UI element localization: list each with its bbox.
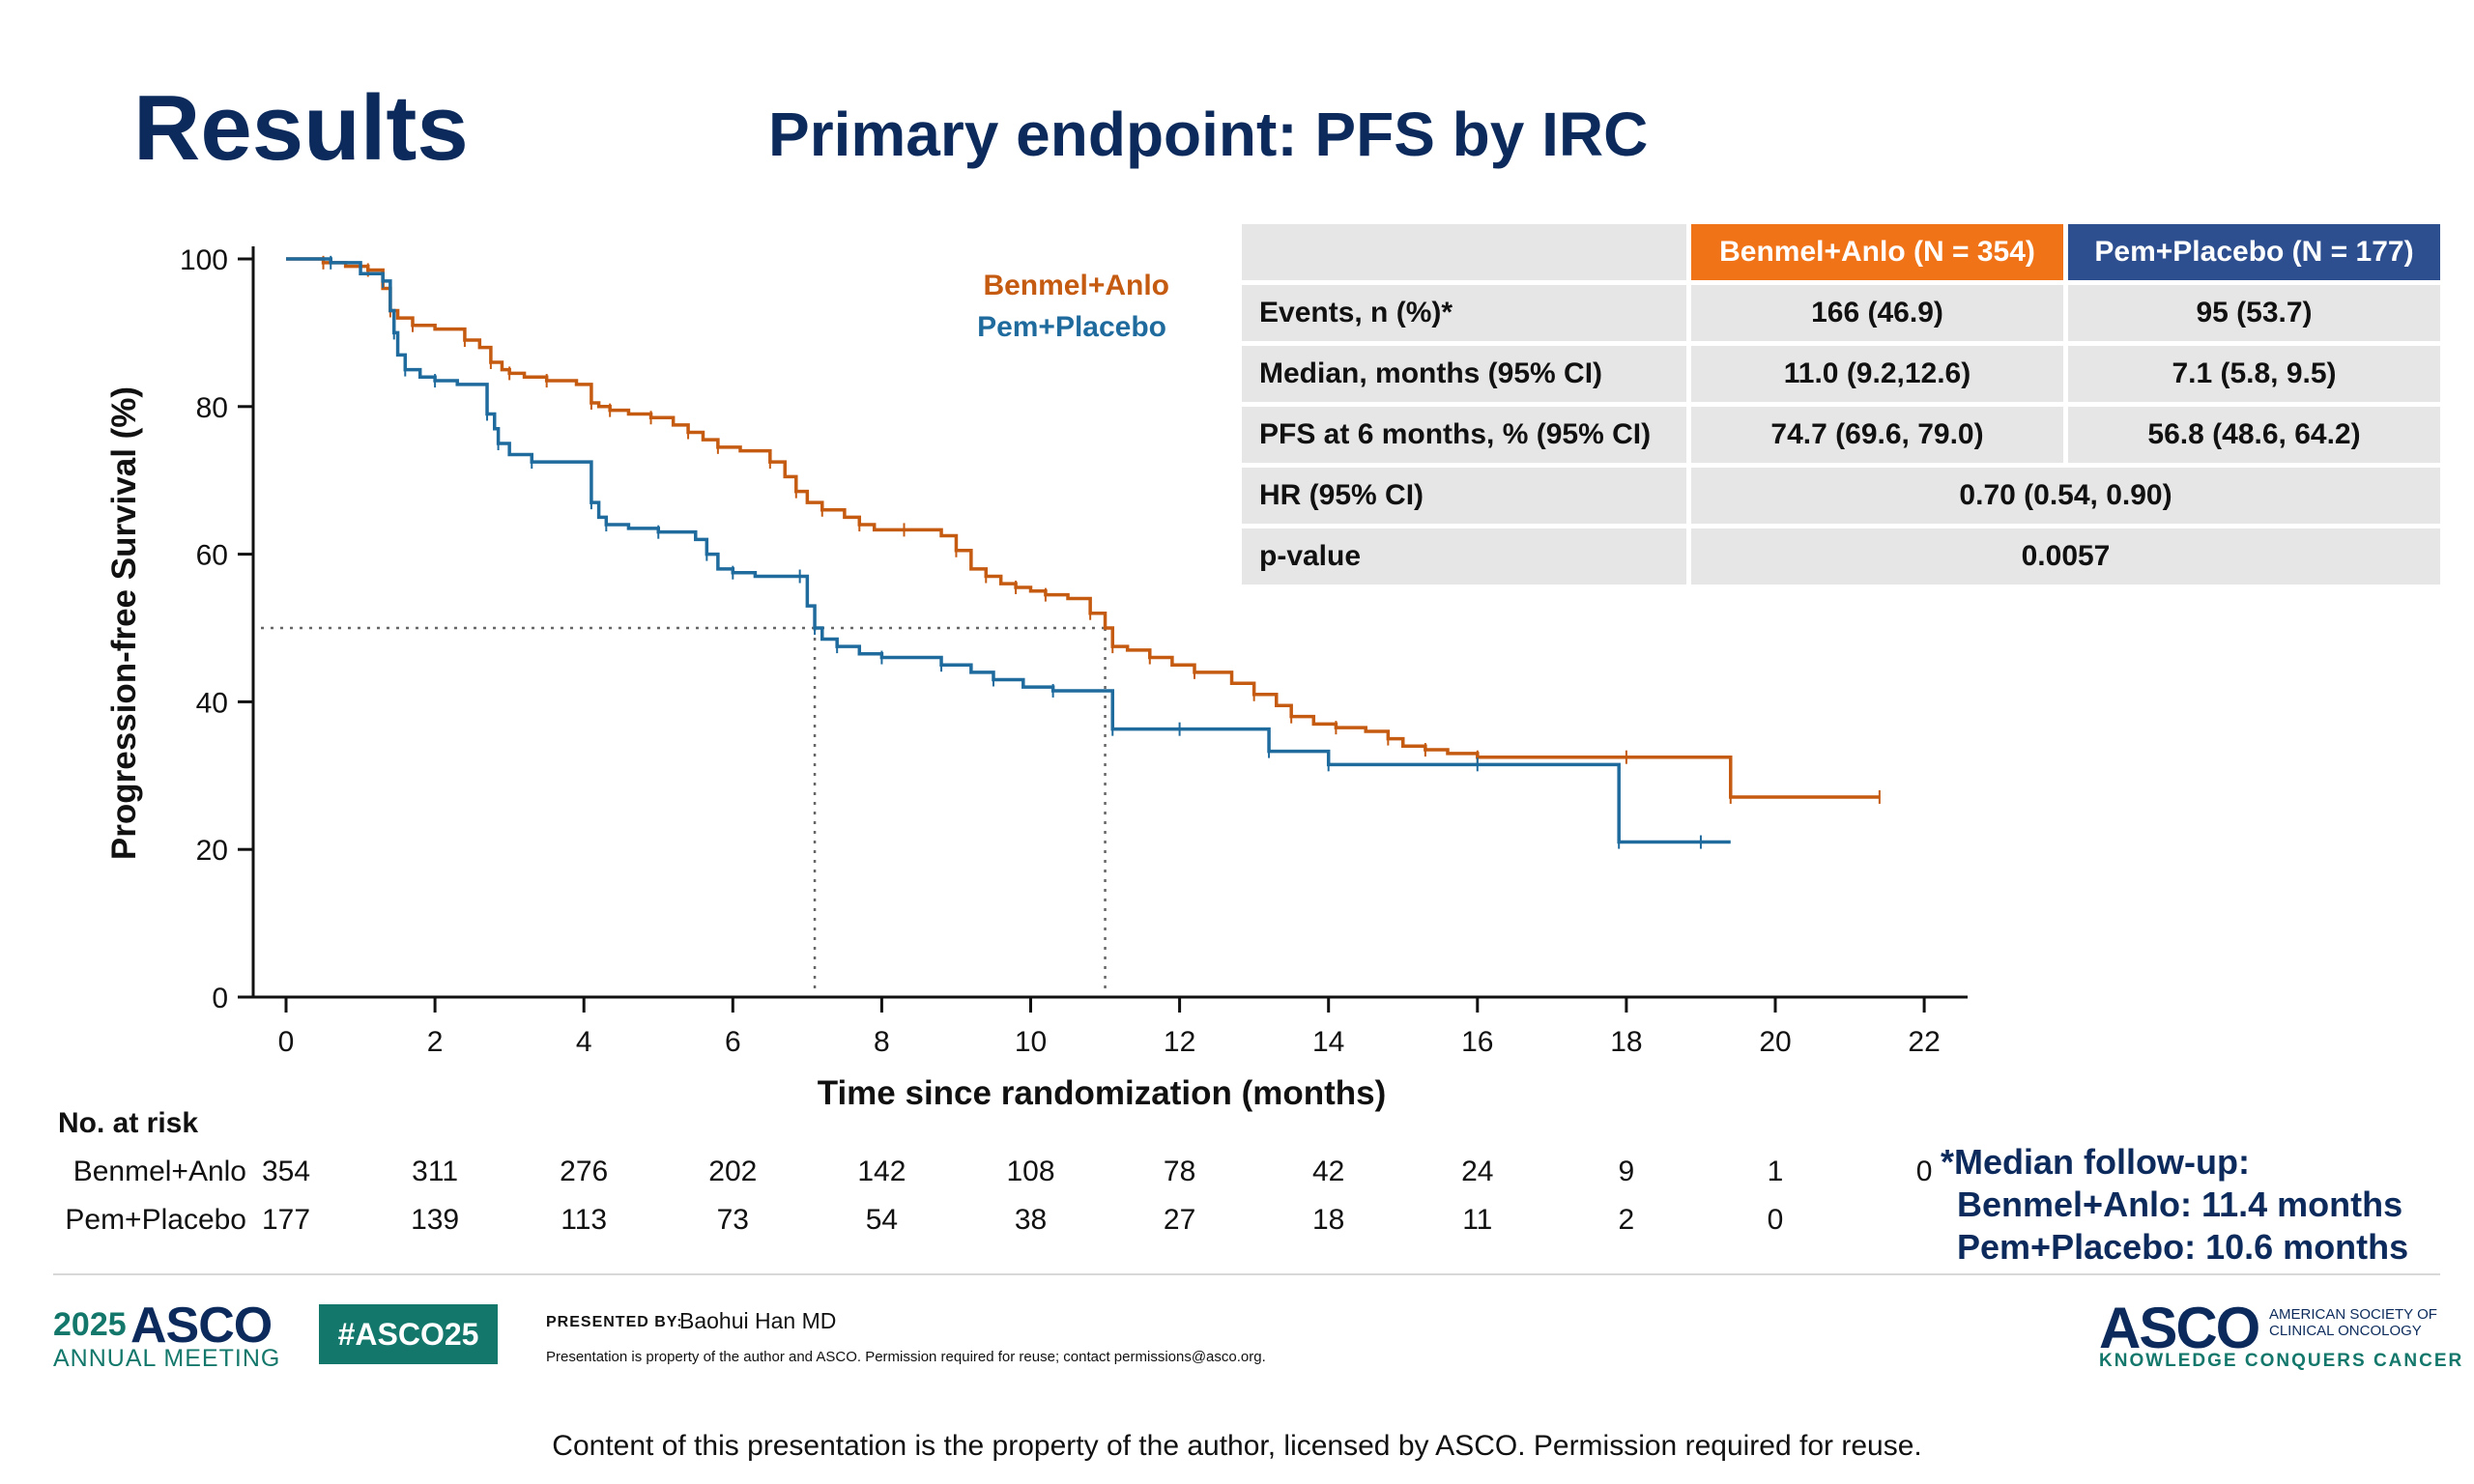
y-tick-label: 80	[196, 392, 228, 424]
page-subtitle: Primary endpoint: PFS by IRC	[768, 100, 1649, 169]
asco-tagline: KNOWLEDGE CONQUERS CANCER	[2099, 1351, 2464, 1371]
legend-pem-placebo: Pem+Placebo	[977, 311, 1166, 343]
x-tick-label: 16	[1461, 1026, 1493, 1058]
stats-value-benmel: 74.7 (69.6, 79.0)	[1691, 407, 2063, 463]
stats-header-blank	[1242, 224, 1686, 280]
risk-count: 11	[1462, 1204, 1493, 1236]
hashtag-badge: #ASCO25	[319, 1304, 498, 1364]
stats-row-pvalue: p-value 0.0057	[1242, 528, 2440, 585]
risk-count: 142	[857, 1156, 906, 1187]
stats-label: PFS at 6 months, % (95% CI)	[1242, 407, 1686, 463]
asco-logo: ASCO	[2099, 1296, 2260, 1360]
x-tick-label: 20	[1759, 1026, 1791, 1058]
stats-value-pem: 56.8 (48.6, 64.2)	[2068, 407, 2440, 463]
risk-table-header: No. at risk	[58, 1107, 199, 1139]
x-tick-label: 18	[1610, 1026, 1642, 1058]
risk-count: 54	[865, 1204, 899, 1236]
presenter-name: Baohui Han MD	[679, 1308, 837, 1333]
y-axis-label: Progression-free Survival (%)	[105, 386, 143, 860]
stats-value-pvalue: 0.0057	[1691, 528, 2440, 585]
copyright-footer: Content of this presentation is the prop…	[552, 1430, 1922, 1462]
risk-count: 73	[716, 1204, 749, 1236]
followup-pem: Pem+Placebo: 10.6 months	[1957, 1227, 2409, 1267]
stats-value-pem: 95 (53.7)	[2068, 285, 2440, 341]
stats-row-hr: HR (95% CI) 0.70 (0.54, 0.90)	[1242, 468, 2440, 524]
stats-header-benmel: Benmel+Anlo (N = 354)	[1691, 224, 2063, 280]
stats-row-median: Median, months (95% CI) 11.0 (9.2,12.6) …	[1242, 346, 2440, 402]
risk-count: 202	[708, 1156, 758, 1187]
chart-axes: 0 20 40 60 80 100 0 2 4 6 8 10 12 14 16 18 20 22 Time sinc…	[105, 244, 1968, 1112]
society-line-2: CLINICAL ONCOLOGY	[2269, 1323, 2422, 1339]
risk-count: 113	[561, 1204, 608, 1236]
stats-row-events: Events, n (%)* 166 (46.9) 95 (53.7)	[1242, 285, 2440, 341]
risk-count: 9	[1618, 1156, 1635, 1187]
risk-count: 0	[1915, 1156, 1933, 1187]
stats-table: Benmel+Anlo (N = 354) Pem+Placebo (N = 1…	[1242, 224, 2440, 589]
pem-placebo-curve	[286, 257, 1731, 844]
stats-value-benmel: 11.0 (9.2,12.6)	[1691, 346, 2063, 402]
y-tick-label: 60	[196, 540, 228, 572]
stats-header-row: Benmel+Anlo (N = 354) Pem+Placebo (N = 1…	[1242, 224, 2440, 280]
x-tick-label: 14	[1312, 1026, 1344, 1058]
x-tick-label: 8	[874, 1026, 890, 1058]
x-tick-label: 6	[725, 1026, 741, 1058]
stats-label: Events, n (%)*	[1242, 285, 1686, 341]
x-axis-label: Time since randomization (months)	[818, 1074, 1387, 1112]
x-tick-label: 12	[1164, 1026, 1195, 1058]
x-tick-label: 2	[427, 1026, 444, 1058]
risk-count: 139	[411, 1204, 460, 1236]
stats-value-hr: 0.70 (0.54, 0.90)	[1691, 468, 2440, 524]
risk-count: 1	[1767, 1156, 1784, 1187]
x-tick-label: 22	[1908, 1026, 1940, 1058]
x-tick-label: 0	[278, 1026, 295, 1058]
stats-value-pem: 7.1 (5.8, 9.5)	[2068, 346, 2440, 402]
property-note: Presentation is property of the author a…	[546, 1349, 1266, 1365]
chart-legend: Benmel+Anlo Pem+Placebo	[977, 270, 1169, 343]
meeting-logo-word: ASCO	[130, 1298, 273, 1354]
y-tick-label: 100	[180, 244, 228, 276]
risk-count: 177	[261, 1204, 311, 1236]
risk-count: 2	[1618, 1204, 1635, 1236]
stats-label: Median, months (95% CI)	[1242, 346, 1686, 402]
risk-count: 18	[1312, 1204, 1345, 1236]
stats-value-benmel: 166 (46.9)	[1691, 285, 2063, 341]
risk-count: 78	[1163, 1156, 1196, 1187]
footer-divider	[53, 1273, 2440, 1275]
survival-curves	[286, 255, 1881, 849]
y-tick-label: 40	[196, 687, 228, 719]
risk-count: 42	[1312, 1156, 1345, 1187]
risk-count: 38	[1014, 1204, 1048, 1236]
page-title: Results	[133, 76, 469, 180]
median-reference-lines	[261, 626, 1107, 995]
risk-row-name: Benmel+Anlo	[72, 1156, 246, 1187]
risk-count: 311	[412, 1156, 458, 1187]
risk-count: 354	[261, 1156, 311, 1187]
followup-title: *Median follow-up:	[1941, 1142, 2250, 1182]
risk-count: 108	[1006, 1156, 1055, 1187]
society-line-1: AMERICAN SOCIETY OF	[2269, 1306, 2437, 1323]
risk-count: 0	[1767, 1204, 1784, 1236]
legend-benmel-anlo: Benmel+Anlo	[983, 270, 1169, 301]
meeting-subtitle: ANNUAL MEETING	[53, 1345, 281, 1372]
risk-row-name: Pem+Placebo	[65, 1204, 246, 1236]
risk-count: 24	[1461, 1156, 1494, 1187]
stats-row-pfs6: PFS at 6 months, % (95% CI) 74.7 (69.6, …	[1242, 407, 2440, 463]
presented-by-label: PRESENTED BY:	[546, 1314, 683, 1330]
y-tick-label: 20	[196, 835, 228, 867]
stats-label: p-value	[1242, 528, 1686, 585]
x-tick-label: 10	[1015, 1026, 1047, 1058]
stats-header-pem: Pem+Placebo (N = 177)	[2068, 224, 2440, 280]
y-tick-label: 0	[212, 983, 228, 1014]
risk-count: 27	[1163, 1204, 1196, 1236]
x-tick-label: 4	[576, 1026, 592, 1058]
risk-count: 276	[560, 1156, 609, 1187]
stats-label: HR (95% CI)	[1242, 468, 1686, 524]
followup-benmel: Benmel+Anlo: 11.4 months	[1957, 1184, 2403, 1224]
meeting-year: 2025	[53, 1306, 127, 1343]
